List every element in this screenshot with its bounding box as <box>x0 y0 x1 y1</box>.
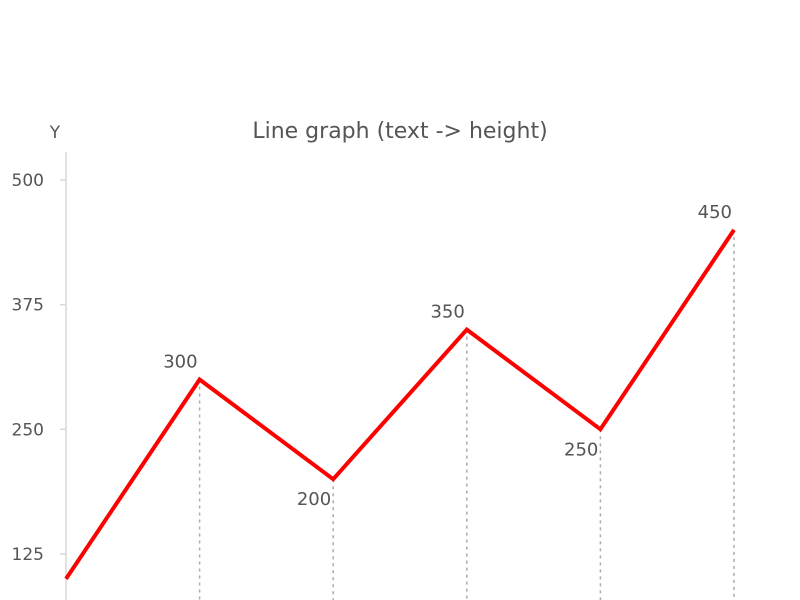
chart-title: Line graph (text -> height) <box>252 119 547 144</box>
series-line <box>64 228 736 581</box>
y-axis-label: Y <box>49 123 61 143</box>
y-ticks: 125 250 375 500 <box>12 171 66 565</box>
data-label: 350 <box>430 302 464 323</box>
y-tick-label: 500 <box>12 171 44 191</box>
data-label: 250 <box>564 439 598 460</box>
data-label: 300 <box>163 351 197 372</box>
data-label: 450 <box>698 202 732 223</box>
y-tick-label: 125 <box>12 545 44 565</box>
data-labels: 300 200 350 250 450 <box>163 202 732 510</box>
y-tick-label: 250 <box>12 420 44 440</box>
drop-lines <box>198 229 735 600</box>
y-tick-label: 375 <box>12 296 44 316</box>
data-label: 200 <box>297 489 331 510</box>
